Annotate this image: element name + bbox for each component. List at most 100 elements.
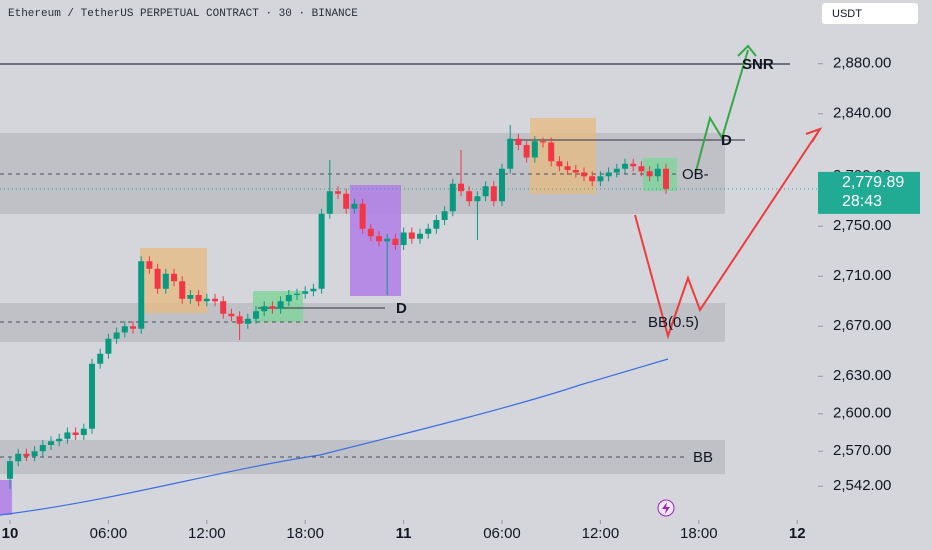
candle-body [7, 461, 14, 479]
y-tick-label: 2,880.00 [833, 55, 891, 72]
candle-body [236, 316, 243, 324]
candles [7, 125, 670, 489]
candle-body [31, 451, 38, 457]
bb-label: BB [693, 449, 713, 466]
candle-body [39, 445, 46, 452]
candle-body [179, 281, 186, 299]
candle-body [105, 338, 112, 354]
candle-body [376, 236, 383, 242]
x-tick-label: 12 [789, 525, 806, 542]
x-tick-label: 11 [396, 525, 412, 542]
candle-body [48, 441, 55, 445]
y-tick-label: 2,570.00 [833, 442, 891, 459]
candle-body [64, 432, 71, 439]
candle-body [425, 228, 432, 234]
candle-body [80, 428, 87, 435]
candle-body [351, 203, 358, 209]
candle-body [654, 168, 661, 177]
projection-down [634, 131, 819, 340]
candle-body [56, 438, 63, 442]
y-tick-label: 2,710.00 [833, 267, 891, 284]
x-tick-label: 18:00 [680, 525, 718, 542]
candle-body [269, 306, 276, 309]
chart-title: Ethereum / TetherUS PERPETUAL CONTRACT ·… [8, 8, 358, 20]
candle-body [187, 295, 194, 299]
candle-body [302, 291, 309, 294]
candle-body [400, 232, 407, 245]
candle-body [318, 213, 325, 289]
candle-body [482, 186, 489, 197]
arrow-head [805, 127, 823, 143]
candle-body [261, 306, 268, 312]
order-box [530, 118, 596, 194]
candle-body [335, 191, 342, 194]
last-price-label: 2,779.89 [842, 174, 904, 191]
candle-body [23, 453, 30, 457]
candle-body [285, 295, 292, 302]
candle-body [195, 295, 202, 302]
y-tick-label: 2,630.00 [833, 367, 891, 384]
candle-body [310, 288, 317, 292]
candle-body [72, 432, 79, 435]
candle-body [138, 261, 145, 329]
candle-body [130, 326, 137, 329]
y-tick-label: 2,600.00 [833, 405, 891, 422]
candle-body [384, 238, 391, 242]
candle-body [474, 196, 481, 202]
candle-body [15, 453, 22, 462]
candle-body [531, 141, 538, 158]
moving-average [0, 358, 669, 516]
candle-body [89, 363, 96, 429]
candle-body [449, 183, 456, 212]
projection-up [694, 49, 749, 176]
candle-body [121, 326, 128, 333]
candle-body [228, 313, 235, 317]
candle-body [154, 268, 161, 289]
ob-label: OB- [682, 166, 709, 183]
candle-body [622, 163, 629, 169]
candle-body [162, 273, 169, 289]
candle-body [597, 176, 604, 182]
candle-body [605, 172, 612, 177]
candle-body [490, 186, 497, 202]
candle-body [441, 211, 448, 220]
candle-body [507, 138, 514, 169]
currency-button[interactable] [822, 3, 918, 24]
candle-body [499, 168, 506, 202]
x-tick-label: 06:00 [90, 525, 128, 542]
d-label: D [396, 300, 407, 317]
d-label: D [721, 132, 732, 149]
currency-button-label[interactable]: USDT [832, 8, 862, 20]
candle-body [433, 220, 440, 229]
candle-body [548, 142, 555, 162]
snr-label: SNR [742, 56, 774, 73]
y-tick-label: 2,840.00 [833, 105, 891, 122]
candle-body [220, 301, 227, 314]
candle-body [523, 145, 530, 158]
candle-body [417, 233, 424, 239]
x-tick-label: 12:00 [188, 525, 226, 542]
countdown: 28:43 [842, 193, 882, 210]
candle-body [564, 166, 571, 170]
candle-body [556, 161, 563, 167]
order-box [0, 480, 12, 515]
candle-body [646, 171, 653, 177]
drawings [0, 44, 823, 517]
candle-body [326, 191, 333, 214]
candle-body [458, 183, 465, 192]
candle-body [613, 168, 620, 173]
x-tick-label: 10 [2, 525, 19, 542]
last-price-tag [818, 171, 920, 214]
candle-body [638, 166, 645, 172]
candle-body [589, 176, 596, 182]
candle-body [113, 332, 120, 339]
candle-body [408, 232, 415, 239]
y-tick-label: 2,542.00 [833, 477, 891, 494]
candle-body [581, 172, 588, 177]
y-tick-label: 2,670.00 [833, 317, 891, 334]
x-tick-label: 12:00 [582, 525, 620, 542]
candle-body [630, 163, 637, 167]
bb-half-label: BB(0.5) [648, 314, 699, 331]
candle-body [146, 261, 153, 269]
